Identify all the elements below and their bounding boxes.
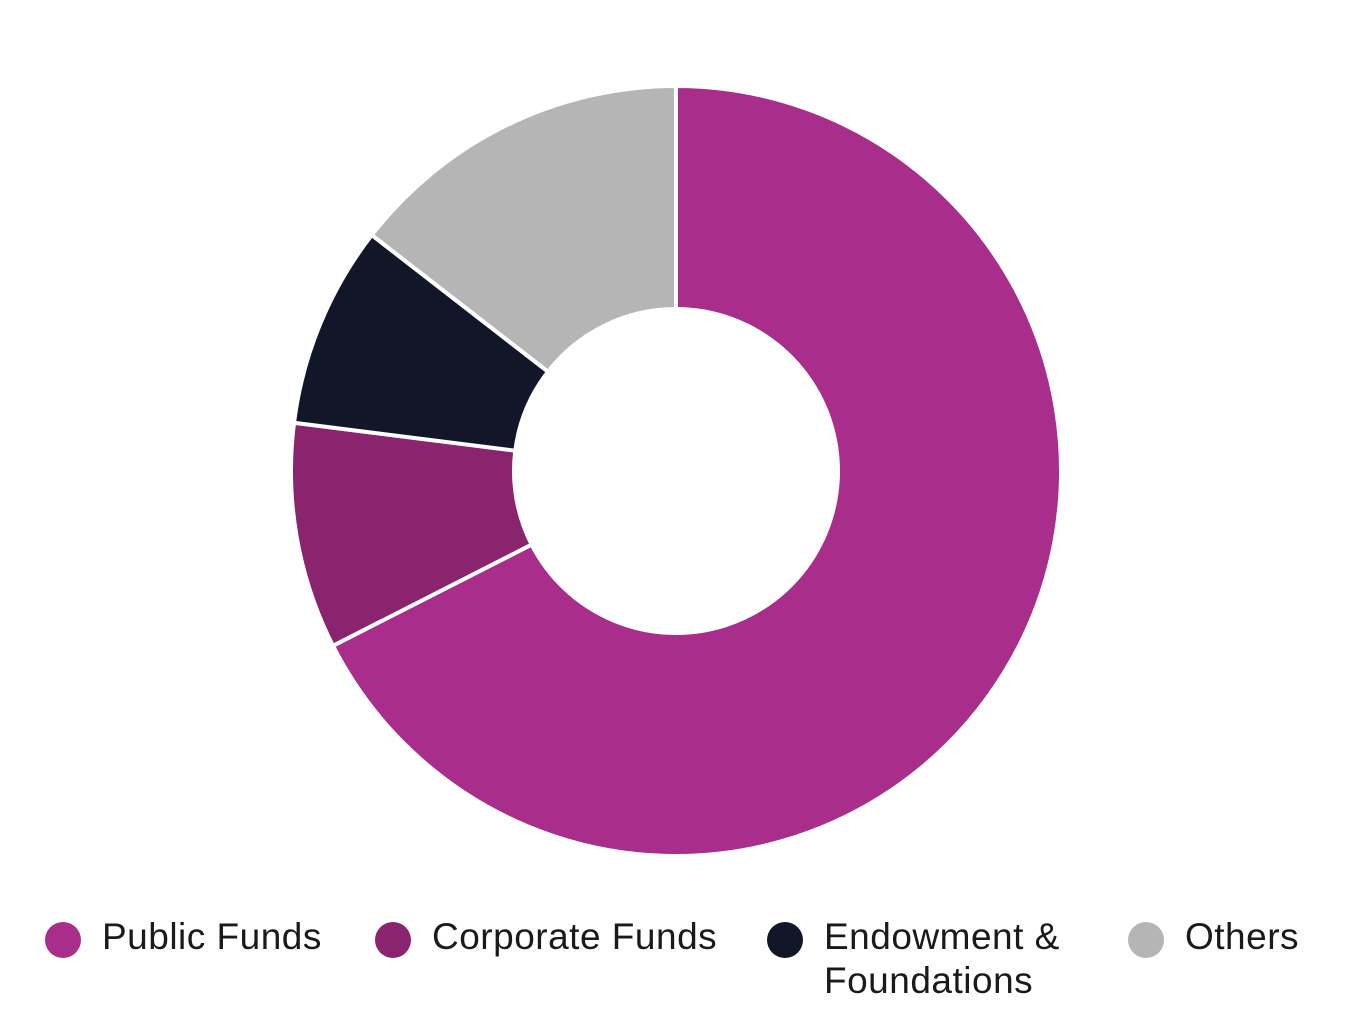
legend-swatch-endowment-foundations [767, 922, 803, 958]
legend-label-corporate-funds: Corporate Funds [432, 916, 718, 957]
chart-legend: Public Funds Corporate Funds Endowment &… [0, 915, 1365, 1015]
legend-item-endowment-foundations: Endowment & Foundations [767, 915, 1094, 1003]
slice-others [368, 83, 678, 375]
legend-label-public-funds: Public Funds [102, 916, 322, 957]
slice-public-funds [330, 83, 1063, 858]
legend-swatch-others [1128, 922, 1164, 958]
legend-swatch-public-funds [45, 922, 81, 958]
donut-chart [289, 83, 1063, 858]
legend-label-others: Others [1185, 916, 1300, 957]
legend-label-endowment-foundations: Endowment & Foundations [824, 916, 1060, 1001]
legend-item-corporate-funds: Corporate Funds [375, 915, 717, 959]
donut-slices [289, 83, 1063, 858]
legend-item-others: Others [1128, 915, 1299, 959]
slice-corporate-funds [289, 420, 535, 649]
legend-item-public-funds: Public Funds [45, 915, 322, 959]
legend-swatch-corporate-funds [375, 922, 411, 958]
